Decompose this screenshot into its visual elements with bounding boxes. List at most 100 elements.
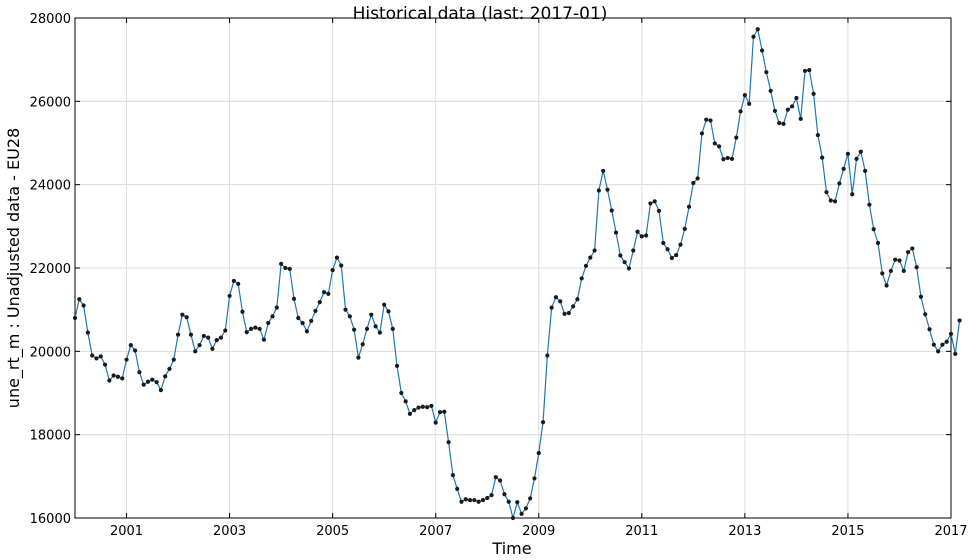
data-point: [850, 192, 855, 197]
y-tick-label: 26000: [30, 95, 71, 110]
data-point: [429, 403, 434, 409]
data-point: [648, 201, 653, 206]
data-point: [81, 303, 86, 308]
x-tick-label: 2011: [625, 524, 658, 539]
data-point: [940, 342, 945, 347]
data-point: [927, 327, 932, 332]
data-point: [244, 330, 249, 335]
data-point: [613, 230, 619, 235]
data-point: [111, 373, 116, 378]
data-point: [339, 263, 344, 268]
data-point: [644, 233, 649, 238]
data-point: [446, 440, 451, 445]
grid: [75, 17, 952, 519]
data-point: [798, 116, 803, 121]
data-point: [420, 404, 425, 409]
data-point: [279, 261, 284, 266]
data-point: [72, 315, 78, 321]
data-point: [523, 506, 528, 511]
data-point: [515, 500, 520, 505]
data-point: [558, 299, 563, 304]
data-point: [283, 265, 288, 271]
data-point: [841, 166, 846, 171]
data-point: [828, 198, 833, 203]
x-tick-label: 2017: [934, 524, 967, 539]
data-point: [476, 499, 481, 504]
data-point: [528, 496, 533, 501]
data-point: [377, 330, 382, 335]
data-point: [661, 240, 666, 246]
data-point: [506, 499, 511, 504]
data-point: [425, 405, 430, 410]
data-point: [635, 229, 640, 234]
data-point: [442, 409, 447, 414]
data-point: [253, 325, 258, 330]
data-point: [360, 342, 365, 347]
data-point: [605, 187, 610, 192]
data-point: [622, 260, 627, 265]
data-point: [309, 318, 314, 324]
data-point: [888, 268, 893, 274]
data-point: [364, 326, 370, 331]
data-point: [811, 91, 816, 96]
data-point: [498, 478, 503, 483]
data-point: [102, 362, 108, 367]
data-point: [699, 131, 705, 136]
data-point: [781, 121, 786, 126]
axis-ticks: 2001 2003 2005 2007 2009 2011 2013 2015 2017 1600…: [30, 12, 968, 539]
y-tick-label: 24000: [30, 179, 71, 194]
data-point: [566, 310, 571, 316]
data-point: [918, 294, 924, 299]
data-point: [596, 188, 601, 193]
data-point: [790, 104, 795, 109]
data-point: [884, 283, 889, 288]
data-point: [858, 149, 863, 154]
data-point: [330, 267, 335, 273]
y-tick-label: 16000: [30, 512, 71, 527]
data-point: [893, 257, 898, 262]
data-point: [373, 324, 378, 329]
data-point: [115, 374, 121, 379]
data-point: [214, 337, 219, 343]
data-point: [910, 246, 915, 251]
data-point: [167, 366, 172, 371]
x-tick-label: 2013: [728, 524, 761, 539]
data-point: [588, 255, 593, 260]
data-point: [210, 346, 215, 351]
data-point: [686, 204, 692, 209]
data-point: [549, 305, 554, 310]
data-point: [867, 202, 872, 207]
data-point: [347, 314, 352, 319]
y-tick-label: 28000: [30, 12, 71, 27]
data-point: [691, 180, 696, 186]
data-point: [669, 255, 674, 261]
data-point: [807, 67, 812, 73]
data-point: [712, 141, 717, 146]
data-point: [296, 315, 301, 321]
y-tick-label: 20000: [30, 345, 71, 360]
data-point: [794, 95, 799, 101]
data-point: [77, 297, 82, 302]
data-point: [708, 118, 713, 123]
data-point: [540, 420, 546, 425]
data-point: [248, 326, 254, 331]
x-tick-label: 2005: [316, 524, 349, 539]
data-point: [759, 48, 765, 53]
data-point: [407, 411, 413, 416]
data-point: [729, 156, 735, 161]
data-point: [553, 295, 559, 300]
data-point: [721, 157, 726, 162]
data-point: [193, 349, 198, 354]
data-point: [914, 265, 919, 270]
data-point: [901, 268, 906, 274]
data-point: [394, 363, 400, 369]
data-point: [180, 312, 185, 317]
data-point: [120, 376, 125, 381]
data-point: [450, 472, 455, 478]
data-point: [399, 390, 404, 396]
data-point: [824, 190, 829, 195]
data-point: [652, 199, 657, 204]
data-point: [953, 351, 958, 356]
data-point: [897, 258, 902, 263]
